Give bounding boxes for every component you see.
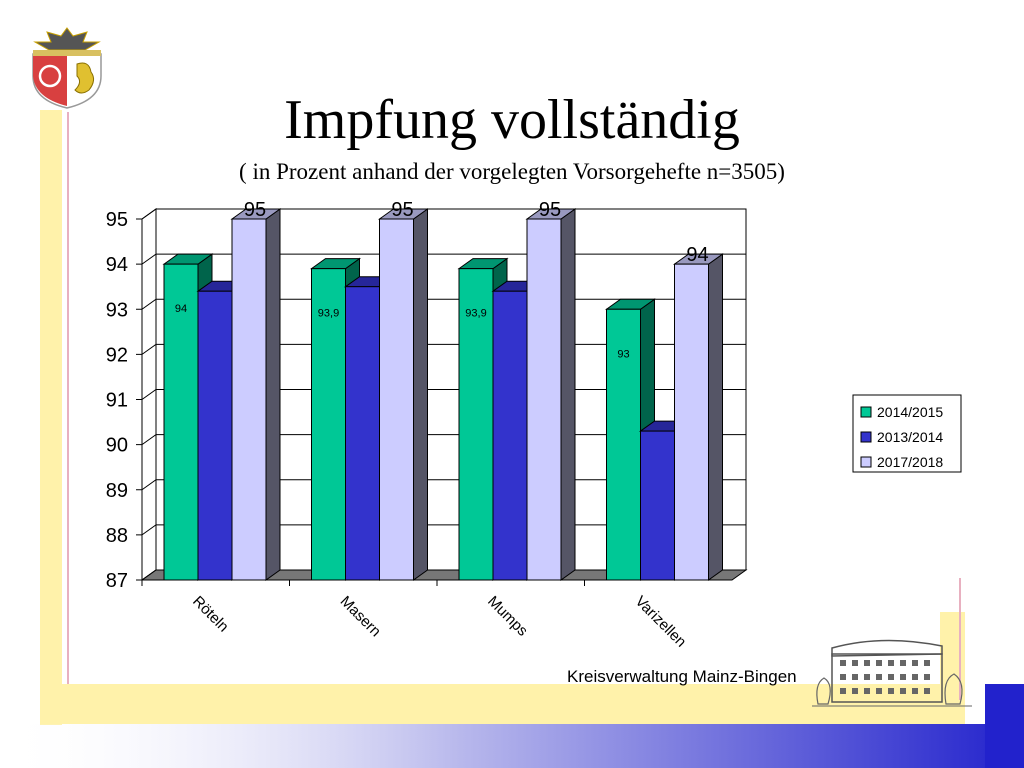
coat-of-arms-red-half [33, 56, 67, 106]
legend-swatch [860, 456, 872, 468]
building-tree-left [816, 677, 831, 705]
bar [640, 430, 675, 581]
data-label: 93,9 [318, 308, 339, 320]
bar [311, 268, 346, 581]
data-label: 95 [391, 199, 413, 221]
y-tick-label: 95 [106, 209, 128, 231]
coat-of-arms-gold-band [33, 50, 101, 56]
bar [674, 263, 709, 581]
data-label: 93,9 [465, 308, 486, 320]
bar [345, 286, 380, 581]
legend-label: 2013/2014 [877, 429, 943, 445]
bar-side [413, 208, 428, 581]
frame-left-band [40, 110, 62, 725]
data-label: 94 [175, 303, 187, 315]
building-roof [831, 639, 943, 657]
y-tick-label: 91 [106, 390, 128, 412]
data-label: 95 [244, 199, 266, 221]
coat-of-arms-logo [32, 27, 102, 109]
bar [197, 290, 233, 581]
bottom-gradient-bar [0, 724, 1024, 768]
legend-label: 2014/2015 [877, 404, 943, 420]
bottom-right-blue-block [985, 684, 1024, 768]
y-tick-label: 88 [106, 525, 128, 547]
y-tick-label: 90 [106, 435, 128, 457]
data-label: 93 [617, 348, 629, 360]
page-title: Impfung vollständig [284, 89, 740, 151]
legend-swatch [860, 431, 872, 443]
bar-side [265, 208, 281, 581]
building-body [831, 653, 943, 703]
building-illustration [812, 639, 972, 707]
y-tick-label: 89 [106, 480, 128, 502]
legend-label: 2017/2018 [877, 454, 943, 470]
x-category-label: Varizellen [632, 593, 690, 651]
building-tree-right [944, 673, 963, 705]
y-tick-label: 92 [106, 344, 128, 366]
x-category-label: Masern [337, 593, 384, 640]
x-category-label: Mumps [484, 593, 531, 640]
page-subtitle: ( in Prozent anhand der vorgelegten Vors… [239, 159, 785, 184]
bar-side [560, 208, 576, 581]
coat-of-arms-lion [74, 62, 95, 94]
bar [163, 263, 199, 581]
y-tick-label: 93 [106, 299, 128, 321]
frame-bottom-band [40, 684, 965, 724]
legend-swatch [860, 406, 872, 418]
y-tick-label: 87 [106, 570, 128, 592]
bar [231, 218, 267, 581]
bar [379, 218, 414, 581]
x-category-label: Röteln [189, 593, 232, 636]
data-label: 94 [686, 244, 708, 266]
y-tick-label: 94 [106, 254, 128, 276]
bar [526, 218, 562, 581]
coat-of-arms-wheel [38, 64, 62, 88]
bar [492, 290, 528, 581]
bar-side [708, 253, 723, 581]
building-windows [840, 660, 930, 694]
bar [458, 268, 494, 581]
footer-organization-name: Kreisverwaltung Mainz-Bingen [567, 667, 797, 686]
data-label: 95 [539, 199, 561, 221]
